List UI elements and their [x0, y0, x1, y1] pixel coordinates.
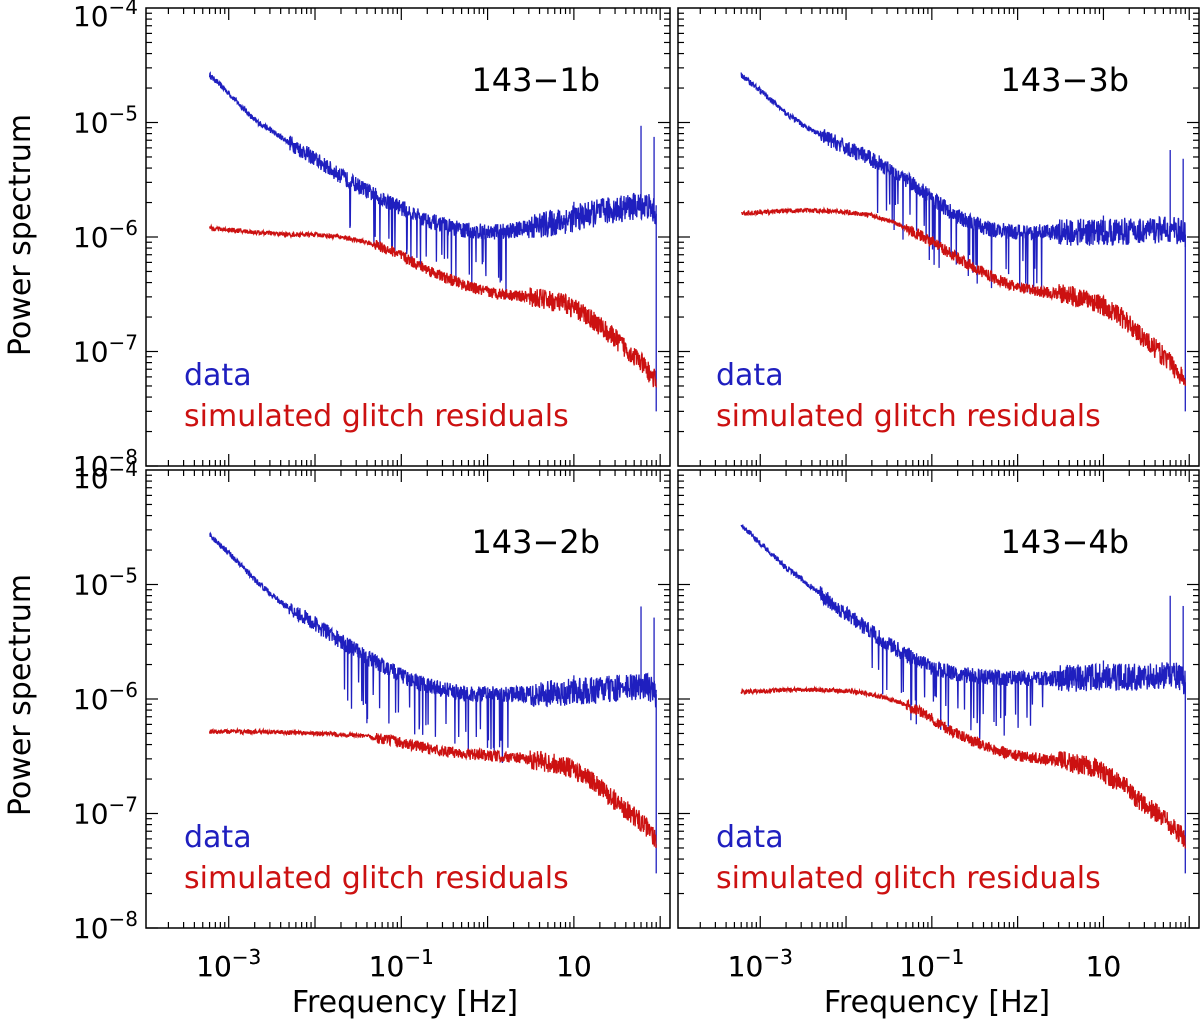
legend-entry-glitch-residuals: simulated glitch residuals	[184, 861, 569, 896]
series-line-glitch-residuals	[208, 223, 657, 388]
x-tick-label: 10−1	[899, 945, 964, 983]
series-line-data	[209, 531, 657, 764]
panel-143-1b: 10−3 10−1 10 10−8 10−7 10−6 10−5 10−4 143−1b data…	[73, 0, 671, 983]
y-tick-label: 10−8	[73, 445, 138, 483]
x-tick-label: 10	[556, 950, 592, 983]
x-tick-label: 10−1	[369, 945, 434, 983]
y-axis-label-bottom: Power spectrum	[3, 574, 38, 816]
panel-label: 143−1b	[471, 61, 600, 99]
panel-143-2b: 10−3 10−1 10 10−8 10−7 10−6 10−5 10−4 143−2b data…	[73, 457, 671, 983]
legend-entry-data: data	[184, 358, 252, 393]
y-tick-label: 10−7	[73, 331, 138, 369]
y-tick-label: 10−5	[73, 102, 138, 140]
x-tick-label: 10	[1086, 950, 1122, 983]
x-tick-label: 10	[1086, 950, 1122, 983]
series-line-glitch-residuals	[208, 726, 657, 849]
x-axis-label-right: Frequency [Hz]	[824, 985, 1050, 1020]
series-line-glitch-residuals	[740, 206, 1186, 387]
legend-entry-glitch-residuals: simulated glitch residuals	[184, 399, 569, 434]
legend-entry-data: data	[716, 820, 784, 855]
x-tick-label: 10	[556, 950, 592, 983]
panel-label: 143−3b	[1000, 61, 1129, 99]
y-tick-label: 10−7	[73, 793, 138, 831]
series-line-data	[740, 524, 1186, 740]
y-tick-label: 10−6	[73, 678, 138, 716]
x-tick-label: 10−1	[369, 945, 434, 983]
x-tick-label: 10−3	[196, 945, 261, 983]
x-tick-label: 10−3	[196, 945, 261, 983]
panel-143-3b: 10−3 10−1 10 143−3b data simulated glitch res…	[677, 7, 1200, 983]
y-tick-label: 10−6	[73, 216, 138, 254]
y-tick-label: 10−4	[73, 457, 138, 495]
y-tick-label: 10−5	[73, 564, 138, 602]
panel-label: 143−2b	[471, 523, 600, 561]
legend-entry-glitch-residuals: simulated glitch residuals	[716, 861, 1101, 896]
x-axis-label-left: Frequency [Hz]	[292, 985, 518, 1020]
panel-label: 143−4b	[1000, 523, 1129, 561]
panel-143-4b: 10−3 10−1 10 143−4b data simulated glitch res…	[677, 469, 1200, 983]
x-tick-label: 10−1	[899, 945, 964, 983]
legend-entry-glitch-residuals: simulated glitch residuals	[716, 399, 1101, 434]
series-line-glitch-residuals	[740, 685, 1186, 849]
series-line-data	[208, 71, 657, 299]
y-axis-label-top: Power spectrum	[3, 114, 38, 356]
y-tick-label: 10−8	[73, 907, 138, 945]
x-tick-label: 10−3	[728, 945, 793, 983]
y-tick-label: 10−4	[73, 0, 138, 33]
x-tick-label: 10−3	[728, 945, 793, 983]
legend-entry-data: data	[184, 820, 252, 855]
legend-entry-data: data	[716, 358, 784, 393]
series-line-data	[740, 72, 1186, 293]
